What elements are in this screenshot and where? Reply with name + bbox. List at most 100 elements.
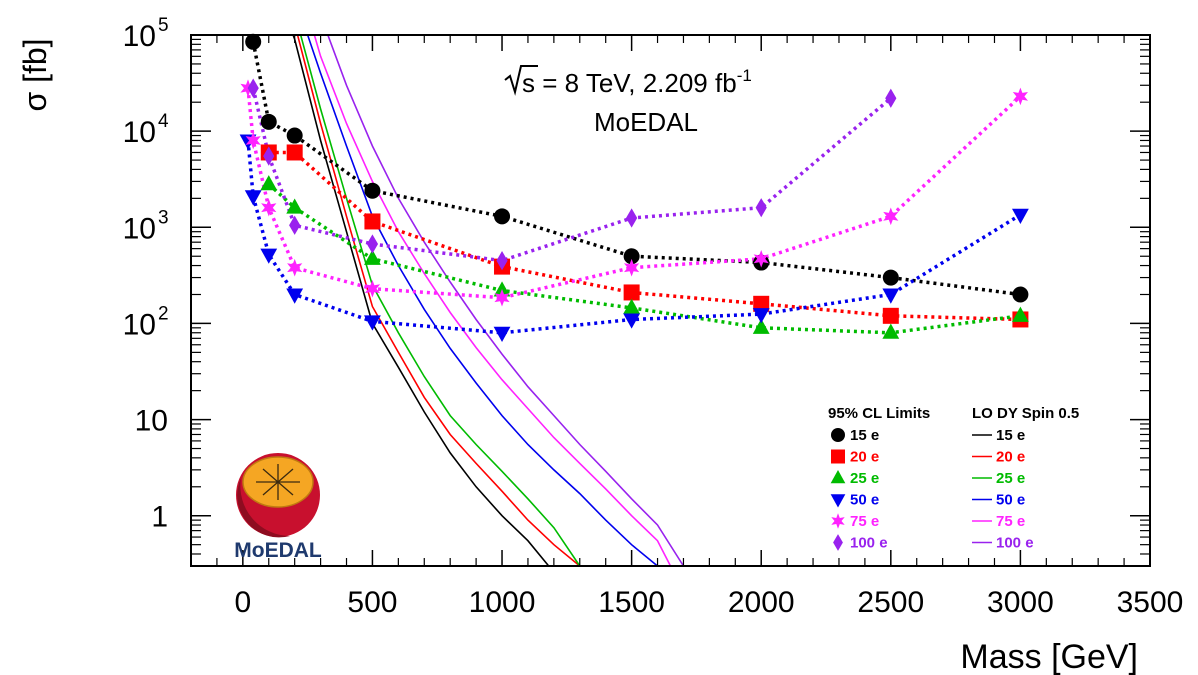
moedal-logo: MoEDAL [234, 453, 322, 562]
limit-point-15-e-7 [882, 269, 899, 286]
limit-point-100-e-6 [755, 198, 767, 218]
limit-point-100-e-3 [366, 234, 379, 254]
limit-line-20-e [268, 150, 1021, 322]
x-tick-label-2500: 2500 [857, 586, 924, 619]
limit-point-50-e-7 [752, 308, 770, 324]
legend-entry-20-e: 20 e 20 e [831, 449, 1025, 466]
limit-point-50-e-9 [1012, 208, 1029, 224]
legend-limits-header: 95% CL Limits [828, 405, 930, 422]
plot-frame [190, 34, 1151, 567]
legend-theory-label-100-e: 100 e [996, 535, 1034, 552]
limit-point-100-e-4 [496, 251, 508, 271]
legend-theory-label-25-e: 25 e [996, 470, 1025, 487]
energy-label: = 8 TeV, 2.209 fb [535, 68, 737, 98]
theory-curve-50-e [306, 35, 659, 566]
limit-point-50-e-3 [286, 288, 304, 304]
legend-entries: 15 e 15 e20 e 20 e25 e 25 e50 e 50 e75 e 75 e… [830, 427, 1034, 552]
limit-point-100-e-5 [626, 208, 638, 228]
x-tick-label-1000: 1000 [469, 586, 536, 619]
theory-curves [292, 35, 685, 566]
legend-entry-50-e: 50 e 50 e [830, 492, 1025, 509]
limit-point-20-e-1 [286, 144, 303, 161]
legend-entry-25-e: 25 e 25 e [830, 469, 1025, 487]
lumi-exponent: -1 [737, 66, 752, 85]
legend-theory-label-20-e: 20 e [996, 449, 1025, 466]
limit-point-20-e-4 [623, 284, 640, 301]
y-tick-label-1: 1 [151, 501, 168, 534]
limit-point-50-e-2 [260, 248, 278, 264]
limit-line-50-e [246, 140, 1022, 335]
y-tick-exponent-10000: 4 [158, 111, 169, 132]
limit-point-100-e-1 [263, 146, 275, 166]
chart-title: MoEDAL [594, 107, 698, 137]
x-tick-label-3000: 3000 [987, 586, 1054, 619]
x-tick-label-1500: 1500 [598, 586, 665, 619]
theory-curve-25-e [299, 35, 581, 566]
x-tick-label-2000: 2000 [728, 586, 795, 619]
x-tick-label-500: 500 [347, 586, 397, 619]
limit-point-25-e-2 [364, 249, 381, 265]
limit-point-15-e-8 [1012, 286, 1029, 303]
limit-point-50-e-1 [244, 190, 262, 206]
y-tick-exponent-100: 2 [158, 303, 169, 324]
limit-line-25-e [267, 183, 1021, 335]
svg-text:s = 8 TeV, 2.209 fb-1: s = 8 TeV, 2.209 fb-1 [522, 66, 752, 98]
limit-point-50-e-8 [882, 288, 900, 304]
legend-marker-25-e [830, 469, 846, 484]
limit-point-100-e-7 [885, 88, 897, 108]
y-tick-label-1000: 10 [123, 212, 156, 245]
legend-limit-label-20-e: 20 e [850, 449, 879, 466]
legend-theory-header: LO DY Spin 0.5 [972, 405, 1079, 422]
limit-point-25-e-1 [286, 198, 304, 214]
limit-point-75-e-4 [364, 279, 381, 298]
limit-point-50-e-5 [493, 326, 511, 342]
limit-point-15-e-3 [364, 182, 381, 199]
logo-text: MoEDAL [234, 539, 322, 562]
energy-annotation: s = 8 TeV, 2.209 fb-1 [504, 65, 752, 98]
limit-point-25-e-0 [260, 175, 278, 191]
limit-point-25-e-6 [882, 323, 900, 339]
limit-point-75-e-2 [261, 198, 277, 217]
y-tick-label-10000: 10 [123, 116, 156, 149]
x-tick-label-0: 0 [234, 586, 251, 619]
limit-point-75-e-5 [494, 288, 510, 307]
limit-point-25-e-3 [493, 281, 511, 297]
sqrt-s-label: s [522, 68, 535, 98]
legend-limit-label-15-e: 15 e [850, 427, 879, 444]
limit-line-100-e [251, 87, 892, 263]
limit-point-50-e-4 [364, 315, 381, 331]
x-tick-label-3500: 3500 [1117, 586, 1184, 619]
limit-line-75-e [246, 88, 1022, 300]
sqrt-sign [504, 65, 538, 96]
x-axis-ticks: 0 500 1000 1500 2000 2500 3000 3500 [216, 35, 1184, 619]
limit-point-15-e-4 [494, 208, 511, 225]
limit-point-100-e-2 [289, 215, 301, 235]
limit-point-25-e-5 [752, 318, 770, 334]
theory-curve-100-e [327, 35, 685, 566]
y-tick-label-100: 10 [123, 308, 156, 341]
legend-entry-100-e: 100 e 100 e [833, 534, 1034, 552]
legend: 95% CL Limits LO DY Spin 0.5 15 e 15 e 20 … [828, 405, 1079, 552]
y-tick-exponent-100000: 5 [158, 15, 169, 36]
legend-theory-label-50-e: 50 e [996, 492, 1025, 509]
legend-limit-label-25-e: 25 e [850, 470, 879, 487]
y-tick-exponent-1000: 3 [158, 207, 169, 228]
limit-point-20-e-2 [364, 213, 381, 230]
y-axis-title: σ [fb] [17, 38, 53, 111]
x-axis-title: Mass [GeV] [960, 638, 1138, 675]
limit-point-50-e-6 [623, 313, 641, 329]
theory-curve-20-e [296, 35, 581, 566]
limit-point-75-e-9 [1012, 87, 1028, 106]
legend-entry-15-e: 15 e 15 e [831, 427, 1025, 444]
limit-point-15-e-2 [286, 127, 303, 144]
limit-point-25-e-4 [623, 298, 641, 314]
limit-point-20-e-6 [882, 307, 899, 324]
legend-limit-label-75-e: 75 e [850, 513, 879, 530]
limit-point-20-e-5 [753, 295, 770, 312]
limit-point-75-e-1 [245, 131, 261, 150]
legend-marker-100-e [833, 534, 843, 551]
theory-curve-75-e [313, 35, 672, 566]
y-tick-label-100000: 10 [123, 20, 156, 53]
